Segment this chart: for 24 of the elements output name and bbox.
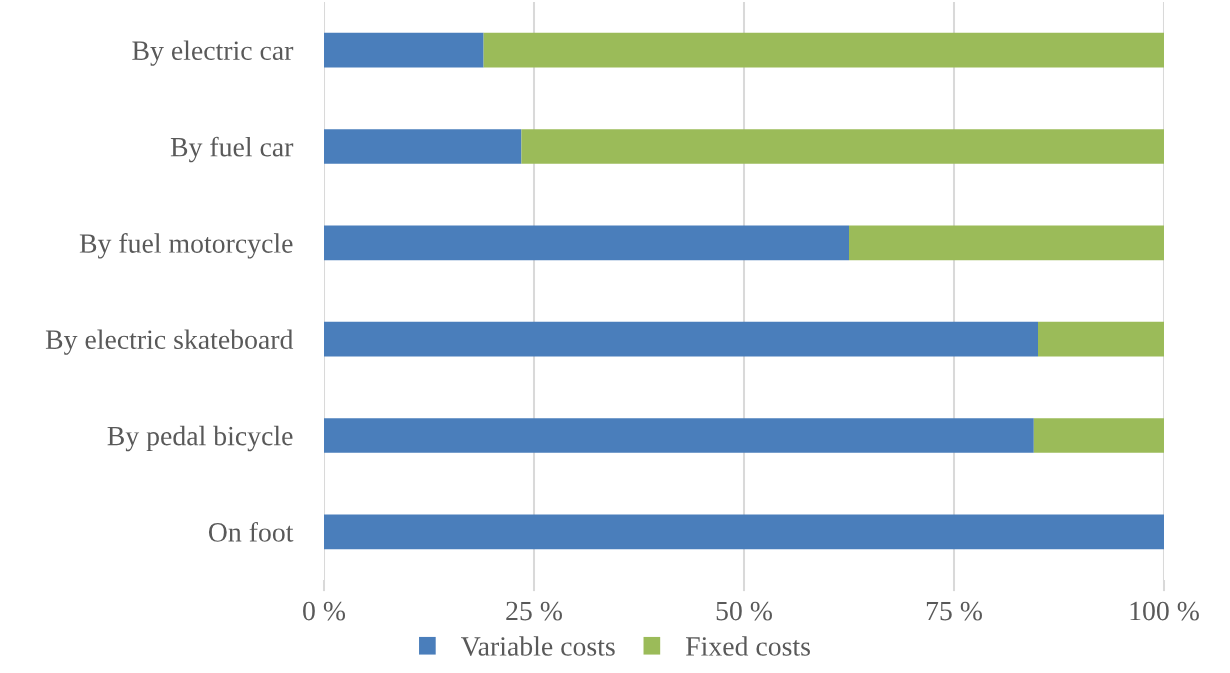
y-tick-label: On foot [208, 521, 294, 542]
y-tick-label: By electric skateboard [45, 329, 294, 355]
x-tick-label: 50 % [716, 601, 772, 621]
x-tick-label: 100 % [1130, 601, 1199, 621]
x-tick-label: 75 % [926, 601, 982, 621]
bar [324, 321, 1038, 357]
bar [1033, 418, 1164, 453]
y-tick-label: By fuel car [170, 136, 294, 163]
bar [324, 418, 1034, 453]
bar [324, 514, 1164, 550]
legend-label: Fixed costs [685, 636, 810, 656]
bar [1038, 321, 1164, 357]
y-tick-label: By pedal bicycle [107, 425, 293, 452]
bar [483, 32, 1164, 68]
y-tick-label: By fuel motorcycle [79, 233, 293, 259]
bar [324, 225, 849, 261]
bar [849, 225, 1164, 261]
y-tick-label: By electric car [132, 40, 294, 66]
x-tick-label: 0 % [303, 601, 346, 621]
x-tick-label: 25 % [506, 601, 562, 621]
legend-label: Variable costs [461, 636, 615, 656]
bar [324, 129, 522, 164]
bar [521, 129, 1164, 164]
bar [324, 32, 484, 68]
